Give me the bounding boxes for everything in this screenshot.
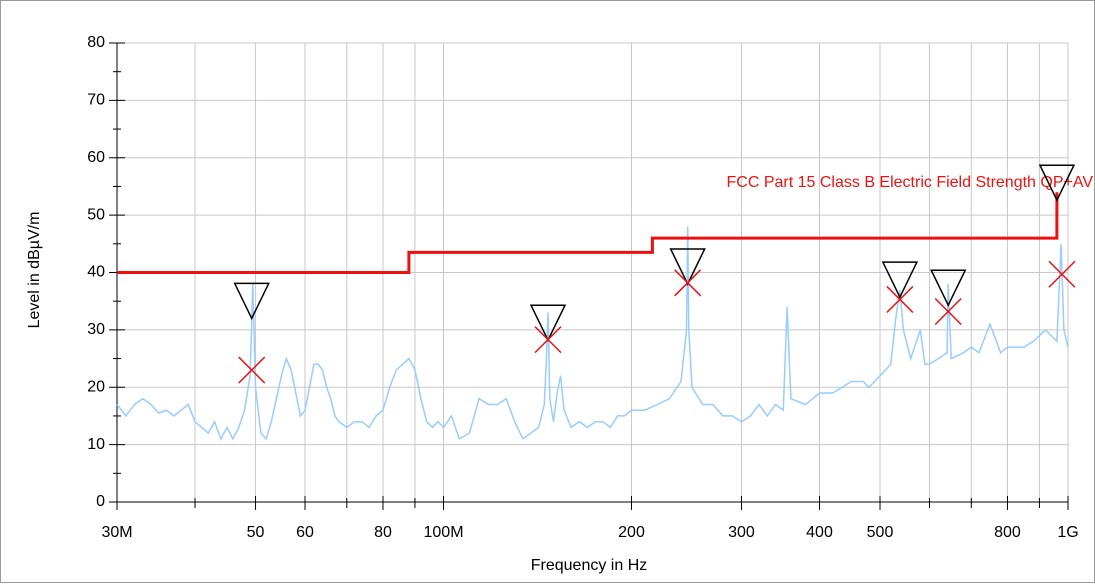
y-tick-label: 0: [96, 493, 105, 510]
peak-marker: [1038, 164, 1076, 202]
y-tick-label: 20: [87, 378, 105, 395]
peak-marker: [529, 304, 567, 342]
x-tick-label: 800: [994, 524, 1021, 541]
y-tick-label: 80: [87, 34, 105, 51]
x-tick-label: 300: [728, 524, 755, 541]
x-tick-label: 200: [618, 524, 645, 541]
y-tick-label: 70: [87, 92, 105, 109]
x-tick-label: 80: [374, 524, 392, 541]
limit-label: FCC Part 15 Class B Electric Field Stren…: [727, 174, 1094, 191]
qp-marker: [886, 285, 914, 313]
spectrum-trace: [116, 226, 1069, 441]
peak-marker: [881, 261, 919, 299]
peak-marker: [233, 282, 270, 321]
x-tick-label: 400: [806, 524, 833, 541]
y-axis-title: Level in dBµV/m: [26, 212, 43, 329]
y-tick-label: 30: [87, 321, 105, 338]
qp-marker: [674, 269, 702, 297]
x-tick-label: 1G: [1057, 524, 1078, 541]
y-tick-label: 40: [87, 264, 105, 281]
x-tick-label: 60: [296, 524, 314, 541]
limit-line: [117, 192, 1059, 274]
y-tick-label: 10: [87, 436, 105, 453]
qp-marker: [534, 326, 562, 354]
qp-marker: [934, 297, 962, 326]
x-tick-label: 100M: [424, 524, 464, 541]
x-axis-title: Frequency in Hz: [531, 557, 648, 574]
qp-marker: [1048, 260, 1076, 288]
peak-marker: [669, 248, 706, 286]
peak-marker: [930, 269, 967, 307]
x-tick-label: 50: [247, 524, 265, 541]
x-tick-label: 30M: [101, 524, 132, 541]
x-tick-label: 500: [867, 524, 894, 541]
y-tick-label: 60: [87, 149, 105, 166]
y-tick-label: 50: [87, 206, 105, 223]
qp-marker: [238, 356, 266, 384]
